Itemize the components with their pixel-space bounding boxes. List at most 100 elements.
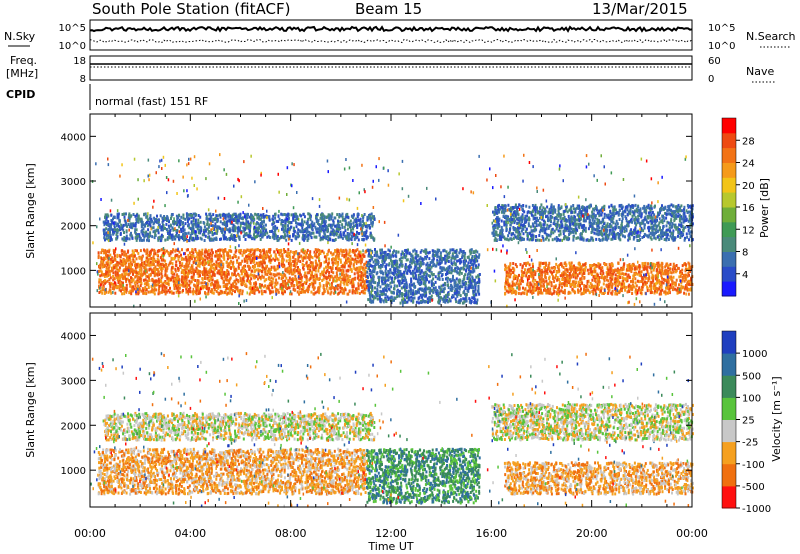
date-label: 13/Mar/2015 (592, 0, 688, 18)
scatter-echoes (90, 352, 690, 508)
colorbar-swatch (722, 281, 736, 297)
echo-region-4 (491, 203, 694, 243)
nsearch-tick-top: 10^5 (708, 23, 735, 34)
colorbar-swatch (722, 192, 736, 208)
velocity-x-axis: 00:00 04:00 08:00 12:00 16:00 20:00 00:00 (74, 313, 708, 540)
echo-region-4 (491, 402, 694, 442)
power-ylabel: Slant Range [km] (24, 163, 37, 259)
colorbar-swatch (722, 162, 736, 178)
echo-region-1 (102, 212, 376, 243)
ytick-label: 2000 (61, 421, 86, 432)
colorbar-tick-label: 12 (742, 225, 755, 236)
colorbar-swatch (722, 221, 736, 238)
nsearch-tick-bottom: 10^0 (708, 41, 735, 52)
power-panel: 1000 2000 3000 4000 Slant Range [km] 4 8 12 16… (24, 113, 771, 308)
ytick-label: 1000 (61, 466, 86, 477)
velocity-colorbar-label: Velocity [m s⁻¹] (770, 376, 783, 461)
power-colorbar: 4 8 12 16 20 24 28 (721, 117, 755, 297)
cpid-text: normal (fast) 151 RF (95, 95, 208, 108)
freq-tick-bottom: 8 (80, 74, 86, 85)
xtick-label: 00:00 (676, 527, 708, 540)
freq-panel: Freq. [MHz] 18 8 60 0 Nave (6, 54, 776, 85)
velocity-colorbar: 1000 500 100 25 -25 -100 -500 -1000 (721, 330, 771, 515)
colorbar-swatch (722, 485, 736, 509)
ytick-label: 4000 (61, 331, 86, 342)
echo-region-2 (365, 248, 481, 305)
xtick-label: 16:00 (475, 527, 507, 540)
echo-region-3 (504, 261, 694, 296)
scatter-echoes (91, 153, 691, 308)
velocity-ylabel: Slant Range [km] (24, 362, 37, 458)
ytick-label: 1000 (61, 266, 86, 277)
nsky-frame (89, 19, 693, 51)
colorbar-swatch (722, 207, 736, 223)
nsearch-trace (89, 38, 693, 44)
nave-tick-top: 60 (708, 56, 721, 67)
colorbar-swatch (722, 375, 736, 398)
freq-label-line1: Freq. (10, 54, 37, 67)
ytick-label: 3000 (61, 376, 86, 387)
colorbar-swatch (722, 331, 736, 354)
xtick-label: 00:00 (74, 527, 106, 540)
nsky-label: N.Sky (4, 30, 36, 43)
freq-tick-top: 18 (73, 56, 86, 67)
colorbar-tick-label: 500 (742, 371, 761, 382)
station-title: South Pole Station (fitACF) (92, 0, 290, 18)
colorbar-tick-label: 24 (742, 159, 755, 170)
echo-region-2 (365, 447, 481, 505)
echo-region-3 (503, 461, 694, 496)
xtick-label: 04:00 (174, 527, 206, 540)
freq-frame (89, 55, 693, 81)
colorbar-tick-label: 16 (742, 203, 755, 214)
cpid-label: CPID (6, 88, 35, 101)
ytick-label: 3000 (61, 177, 86, 188)
colorbar-tick-label: 20 (742, 181, 755, 192)
xtick-label: 12:00 (375, 527, 407, 540)
ytick-label: 2000 (61, 222, 86, 233)
colorbar-tick-label: 4 (742, 270, 748, 281)
colorbar-swatch (722, 251, 736, 267)
ytick-label: 4000 (61, 132, 86, 143)
colorbar-tick-label: 25 (742, 416, 755, 427)
echo-region-0 (97, 447, 368, 496)
colorbar-tick-label: -100 (742, 460, 765, 471)
freq-label-line2: [MHz] (6, 67, 38, 80)
colorbar-swatch (722, 132, 736, 149)
colorbar-swatch (722, 266, 736, 282)
colorbar-tick-label: 8 (742, 248, 748, 259)
echo-region-0 (97, 248, 368, 296)
time-axis-label: Time UT (367, 540, 413, 553)
cpid-panel: CPID normal (fast) 151 RF (6, 84, 208, 110)
colorbar-tick-label: -1000 (742, 504, 771, 515)
colorbar-swatch (722, 147, 736, 163)
colorbar-swatch (722, 397, 736, 420)
velocity-echo-layer (90, 352, 694, 508)
colorbar-tick-label: 100 (742, 393, 761, 404)
power-y-axis: 1000 2000 3000 4000 (61, 132, 692, 277)
colorbar-tick-label: -500 (742, 482, 765, 493)
colorbar-swatch (722, 177, 736, 193)
nave-tick-bottom: 0 (708, 74, 714, 85)
beam-label: Beam 15 (355, 0, 422, 18)
power-x-ticks (89, 114, 693, 307)
colorbar-tick-label: 28 (742, 136, 755, 147)
colorbar-swatch (722, 353, 736, 376)
nsky-panel: N.Sky 10^5 10^0 10^5 10^0 N.Search (4, 19, 796, 52)
power-colorbar-label: Power [dB] (758, 178, 771, 238)
colorbar-swatch (722, 236, 736, 252)
nsearch-label: N.Search (746, 30, 796, 43)
xtick-label: 08:00 (275, 527, 307, 540)
velocity-panel: 1000 2000 3000 4000 00:00 04:00 08:00 12:00 16:… (24, 312, 783, 553)
nsky-tick-top: 10^5 (59, 23, 86, 34)
colorbar-swatch (722, 441, 736, 465)
power-echo-layer (91, 153, 694, 308)
colorbar-swatch (722, 118, 736, 134)
nsky-tick-bottom: 10^0 (59, 41, 86, 52)
colorbar-tick-label: -25 (742, 438, 758, 449)
nave-label: Nave (746, 65, 774, 78)
nsky-trace (89, 25, 693, 33)
colorbar-swatch (722, 463, 736, 487)
colorbar-tick-label: 1000 (742, 349, 767, 360)
xtick-label: 20:00 (576, 527, 608, 540)
